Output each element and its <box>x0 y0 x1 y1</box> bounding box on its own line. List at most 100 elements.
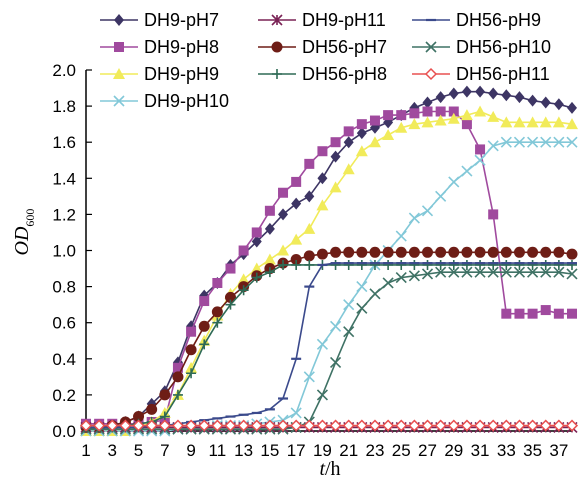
data-point-dh9-ph8 <box>396 110 407 121</box>
x-tick-label: 3 <box>108 441 117 460</box>
data-point-dh9-ph10 <box>553 136 565 148</box>
data-point-dh56-ph11 <box>290 419 303 432</box>
data-point-dh56-ph8 <box>212 317 223 328</box>
data-point-dh9-ph9 <box>513 116 526 128</box>
data-point-dh9-ph7 <box>317 172 328 185</box>
x-tick-label: 25 <box>392 441 411 460</box>
data-point-dh56-ph11 <box>552 419 565 432</box>
data-point-dh56-ph7 <box>290 254 302 266</box>
data-point-dh9-ph7 <box>264 222 275 235</box>
data-point-dh56-ph11 <box>263 419 276 432</box>
data-point-dh56-ph8 <box>278 259 289 270</box>
data-point-dh56-ph11 <box>93 419 106 432</box>
data-point-dh9-ph10 <box>566 136 578 148</box>
data-point-dh56-ph11 <box>434 419 447 432</box>
data-point-dh9-ph10 <box>527 136 539 148</box>
data-point-dh56-ph11 <box>145 419 158 432</box>
data-point-dh56-ph8 <box>304 259 315 270</box>
y-tick-label: 0.8 <box>52 278 76 297</box>
data-point-dh9-ph7 <box>461 85 472 98</box>
data-point-dh56-ph10 <box>487 266 499 278</box>
data-point-dh9-ph10 <box>421 205 434 217</box>
legend-label: DH56-pH8 <box>302 64 387 84</box>
data-point-dh9-ph10 <box>487 140 499 152</box>
data-point-dh56-ph7 <box>146 403 158 415</box>
data-point-dh56-ph8 <box>422 259 433 270</box>
data-point-dh56-ph7 <box>211 306 223 318</box>
data-point-dh9-ph10 <box>474 154 486 166</box>
data-point-dh56-ph11 <box>276 419 290 432</box>
data-point-dh56-ph8 <box>409 259 420 270</box>
data-point-dh9-ph7 <box>567 101 577 114</box>
legend-item-dh56-ph7: DH56-pH7 <box>258 37 387 57</box>
data-point-dh56-ph11 <box>487 419 500 432</box>
legend-item-dh9-ph8: DH9-pH8 <box>100 37 219 57</box>
data-point-dh56-ph10 <box>343 326 355 338</box>
data-point-dh9-ph7 <box>291 197 302 210</box>
legend-item-dh9-ph7: DH9-pH7 <box>100 10 219 30</box>
data-point-dh9-ph7 <box>475 85 486 98</box>
data-point-dh9-ph8 <box>540 305 551 316</box>
series-dh56-ph8 <box>81 259 577 433</box>
data-point-dh56-ph7 <box>172 371 184 383</box>
data-point-dh56-ph8 <box>225 299 236 310</box>
data-point-dh56-ph8 <box>396 259 407 270</box>
x-tick-label: 17 <box>287 441 306 460</box>
y-tick-label: 1.6 <box>52 133 76 152</box>
data-point-dh9-ph9 <box>447 112 460 124</box>
legend-label: DH56-pH11 <box>456 64 550 84</box>
legend-marker-dh9-ph7 <box>114 14 124 26</box>
data-point-dh9-ph7 <box>356 127 367 140</box>
legend-label: DH56-pH9 <box>456 10 541 30</box>
x-axis-title: t/h <box>319 458 340 480</box>
x-tick-label: 13 <box>234 441 253 460</box>
data-point-dh56-ph7 <box>500 246 512 258</box>
legend-marker-dh9-ph8 <box>114 42 124 52</box>
data-point-dh56-ph10 <box>421 268 434 280</box>
data-point-dh9-ph10 <box>513 136 526 148</box>
data-point-dh56-ph7 <box>198 320 210 332</box>
legend-item-dh9-ph10: DH9-pH10 <box>100 91 229 111</box>
legend-item-dh9-ph11: DH9-pH11 <box>258 10 386 30</box>
data-point-dh56-ph7 <box>513 246 525 258</box>
data-point-dh56-ph8 <box>356 259 367 270</box>
data-point-dh9-ph8 <box>514 308 525 319</box>
data-point-dh9-ph9 <box>539 116 552 128</box>
data-point-dh56-ph11 <box>316 419 329 432</box>
data-point-dh56-ph7 <box>356 246 368 258</box>
data-point-dh56-ph10 <box>527 266 539 278</box>
data-point-dh56-ph11 <box>539 419 552 432</box>
data-point-dh9-ph7 <box>330 150 341 163</box>
series-line-dh56-ph7 <box>86 251 573 429</box>
data-point-dh56-ph11 <box>119 419 132 432</box>
data-point-dh9-ph10 <box>290 407 302 419</box>
data-point-dh9-ph10 <box>500 136 512 148</box>
data-point-dh56-ph8 <box>264 267 275 278</box>
legend-marker-dh56-ph7 <box>271 41 283 53</box>
series-dh9-ph9 <box>80 105 578 436</box>
data-point-dh9-ph9 <box>500 116 513 128</box>
x-tick-label: 35 <box>523 441 542 460</box>
x-tick-label: 9 <box>186 441 195 460</box>
data-point-dh56-ph8 <box>501 259 512 270</box>
y-tick-label: 2.0 <box>52 61 76 80</box>
data-point-dh56-ph11 <box>473 419 487 432</box>
data-point-dh56-ph10 <box>356 302 368 314</box>
data-point-dh56-ph11 <box>526 419 539 432</box>
data-point-dh56-ph7 <box>527 246 539 258</box>
data-point-dh56-ph10 <box>500 266 512 278</box>
data-point-dh56-ph11 <box>198 419 211 432</box>
data-point-dh56-ph10 <box>408 270 420 282</box>
data-point-dh56-ph8 <box>553 259 564 270</box>
data-point-dh9-ph9 <box>185 361 198 373</box>
x-axis: 1 3 5 7 9 11 13 15 17 19 21 23 25 27 29 31 33 35 37 <box>81 426 573 460</box>
data-point-dh56-ph11 <box>460 419 473 432</box>
data-point-dh56-ph7 <box>316 248 328 260</box>
data-point-dh56-ph10 <box>461 266 473 278</box>
series-line-dh9-ph10 <box>86 141 572 432</box>
data-point-dh56-ph10 <box>540 266 552 278</box>
x-tick-label: 23 <box>366 441 385 460</box>
data-point-dh56-ph11 <box>185 419 198 432</box>
data-point-dh9-ph8 <box>369 115 380 126</box>
series-line-dh56-ph10 <box>86 271 573 431</box>
